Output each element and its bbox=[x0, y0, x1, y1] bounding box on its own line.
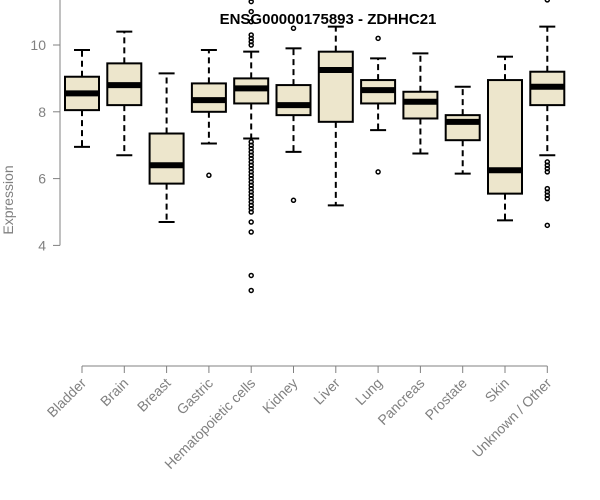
x-tick-label: Lung bbox=[352, 375, 385, 408]
iqr-box bbox=[275, 84, 312, 117]
outlier-point bbox=[248, 209, 254, 215]
box-hematopoietic-cells bbox=[233, 0, 270, 294]
y-tick-label: 10 bbox=[30, 37, 46, 53]
outlier-point bbox=[248, 287, 254, 294]
x-tick-label: Kidney bbox=[259, 375, 301, 417]
box-liver bbox=[317, 25, 354, 207]
outlier-point bbox=[248, 219, 254, 225]
outlier-point bbox=[544, 0, 551, 3]
x-tick-label: Unknown / Other bbox=[469, 375, 555, 461]
x-tick-label: Bladder bbox=[44, 375, 90, 421]
x-tick-label: Breast bbox=[134, 375, 174, 415]
iqr-box bbox=[148, 132, 185, 185]
box-brain bbox=[106, 30, 143, 157]
box-pancreas bbox=[402, 52, 439, 155]
x-tick-label: Prostate bbox=[422, 375, 470, 423]
outlier-point bbox=[248, 42, 254, 48]
y-axis-label: Expression bbox=[0, 165, 16, 234]
outlier-point bbox=[544, 195, 551, 202]
outlier-point bbox=[544, 222, 551, 229]
iqr-box bbox=[402, 90, 439, 120]
outlier-point bbox=[248, 0, 254, 5]
outlier-point bbox=[248, 229, 254, 235]
outlier-point bbox=[375, 35, 381, 42]
box-gastric bbox=[190, 49, 227, 179]
box-unknown-other bbox=[529, 0, 566, 229]
outlier-point bbox=[290, 25, 297, 32]
box-bladder bbox=[64, 49, 100, 148]
chart-title: ENSG00000175893 - ZDHHC21 bbox=[220, 11, 437, 28]
boxes-group bbox=[64, 0, 566, 294]
outlier-point bbox=[544, 169, 551, 175]
box-prostate bbox=[444, 85, 481, 175]
box-lung bbox=[360, 35, 397, 175]
outlier-point bbox=[290, 197, 297, 204]
outlier-point bbox=[375, 169, 381, 175]
x-tick-label: Brain bbox=[97, 375, 131, 409]
box-skin bbox=[487, 55, 523, 222]
y-tick-label: 4 bbox=[38, 237, 46, 253]
x-tick-label: Skin bbox=[482, 375, 513, 406]
outlier-point bbox=[248, 272, 254, 279]
y-axis: 4681012 bbox=[30, 0, 61, 253]
x-tick-label: Liver bbox=[310, 375, 343, 408]
box-kidney bbox=[275, 25, 312, 204]
outlier-point bbox=[206, 172, 212, 179]
iqr-box bbox=[317, 50, 354, 123]
x-tick-label: Pancreas bbox=[374, 375, 427, 428]
outlier-point bbox=[248, 8, 254, 15]
y-tick-label: 6 bbox=[38, 171, 46, 187]
outlier-point bbox=[248, 18, 254, 25]
iqr-box bbox=[487, 79, 523, 195]
box-breast bbox=[148, 72, 185, 224]
y-tick-label: 8 bbox=[38, 104, 46, 120]
